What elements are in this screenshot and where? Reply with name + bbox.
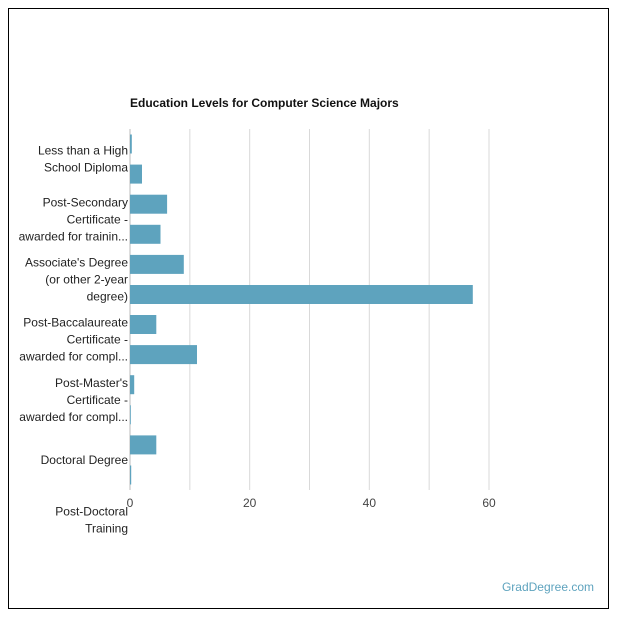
bar[interactable]	[130, 164, 142, 184]
bar[interactable]	[130, 375, 135, 395]
category-label-line: awarded for trainin...	[19, 229, 128, 243]
category-label-line: Certificate -	[67, 393, 128, 407]
category-label-line: Training	[85, 522, 128, 536]
category-label-line: Post-Doctoral	[55, 505, 128, 519]
category-label: Post-Master's Certificate - awarded for co…	[19, 376, 128, 424]
x-tick-label: 60	[482, 496, 496, 510]
category-label-line: Post-Master's	[55, 376, 128, 390]
category-label: Post-Secondary Certificate - awarded for t…	[19, 195, 128, 243]
category-label-line: Doctoral Degree	[41, 453, 129, 467]
category-label-line: Less than a High	[38, 144, 128, 158]
bar[interactable]	[130, 254, 184, 274]
bar[interactable]	[130, 315, 157, 334]
category-label-line: Post-Baccalaureate	[23, 316, 128, 330]
bar[interactable]	[130, 435, 157, 455]
graddegree-credit-link[interactable]: GradDegree.com	[501, 580, 594, 594]
x-tick-label: 0	[127, 496, 134, 510]
bar[interactable]	[130, 465, 132, 485]
category-label-line: awarded for compl...	[19, 350, 128, 364]
bar[interactable]	[130, 194, 168, 214]
category-label-line: School Diploma	[44, 161, 128, 175]
category-label-line: (or other 2-year	[45, 272, 128, 286]
category-label-line: degree)	[87, 289, 128, 303]
bar[interactable]	[130, 224, 161, 244]
category-label-line: awarded for compl...	[19, 410, 128, 424]
bar[interactable]	[130, 285, 473, 304]
category-label-line: Certificate -	[67, 212, 128, 226]
x-tick-label: 40	[363, 496, 377, 510]
bar[interactable]	[130, 345, 197, 365]
category-label: Post-Baccalaureate Certificate - awarded f…	[19, 316, 128, 364]
category-label-line: Post-Secondary	[43, 195, 128, 209]
category-label: Less than a High School Diploma	[38, 144, 128, 175]
category-label: Associate's Degree (or other 2-year degree…	[25, 255, 128, 303]
category-label: Doctoral Degree	[41, 453, 129, 467]
chart-frame: Education Levels for Computer Science Ma…	[8, 8, 609, 609]
x-tick-label: 20	[243, 496, 257, 510]
bar[interactable]	[130, 134, 132, 154]
category-label: Post-Doctoral Training	[55, 505, 128, 536]
category-label-line: Associate's Degree	[25, 255, 128, 269]
bar[interactable]	[130, 405, 131, 425]
bar-chart: Education Levels for Computer Science Ma…	[19, 96, 496, 536]
chart-title: Education Levels for Computer Science Ma…	[130, 96, 399, 110]
category-label-line: Certificate -	[67, 333, 128, 347]
